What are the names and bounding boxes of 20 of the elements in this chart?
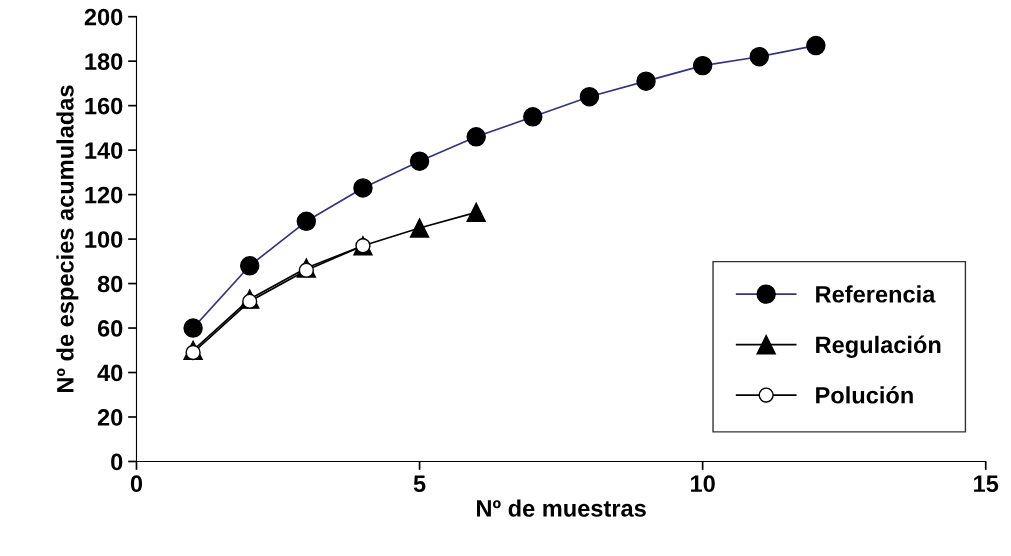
- y-tick-label: 180: [85, 53, 123, 70]
- legend-label: Referencia: [816, 285, 936, 303]
- y-tick-label: 140: [85, 142, 123, 159]
- y-tick-label: 60: [97, 320, 123, 337]
- y-tick-label: 20: [97, 409, 123, 426]
- y-tick-label: 120: [85, 186, 123, 204]
- x-tick-label: 10: [691, 475, 715, 493]
- legend-label: Polución: [816, 386, 913, 404]
- y-tick-label: 100: [85, 231, 123, 248]
- y-tick-label: 160: [85, 97, 123, 115]
- y-axis-title: Nº de especies acumuladas: [56, 85, 79, 393]
- legend-label: Regulación: [816, 335, 941, 358]
- y-tick-label: 200: [84, 8, 123, 26]
- y-tick-label: 80: [97, 275, 123, 293]
- x-tick-label: 15: [974, 475, 999, 493]
- y-tick-label: 0: [111, 453, 123, 471]
- y-tick-label: 40: [97, 364, 123, 382]
- x-axis-title: Nº de muestras: [477, 499, 646, 517]
- x-tick-label: 5: [413, 475, 426, 493]
- x-tick-label: 0: [130, 475, 143, 493]
